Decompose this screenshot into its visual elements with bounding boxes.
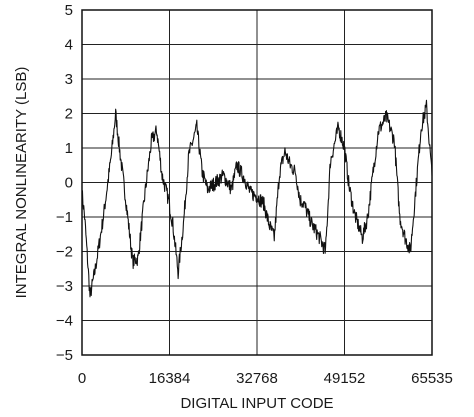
y-tick-label: −2 [56,244,73,261]
y-tick-label: 1 [65,140,73,157]
plot-frame [81,9,433,356]
x-tick-label: 0 [78,370,86,387]
x-tick-label: 16384 [149,370,191,387]
y-tick-label: −4 [56,313,73,330]
y-tick-label: −3 [56,278,73,295]
x-tick-labels: 0 16384 32768 49152 65535 [78,370,453,387]
x-tick-label: 49152 [324,370,366,387]
y-tick-label: 2 [65,106,73,123]
inl-series-line [81,99,433,298]
x-tick-label: 65535 [411,370,453,387]
y-axis-label: INTEGRAL NONLINEARITY (LSB) [13,67,30,299]
y-tick-label: 5 [65,2,73,19]
y-tick-labels: 5 4 3 2 1 0 −1 −2 −3 −4 −5 [56,2,73,364]
chart-grid [81,9,433,356]
y-tick-label: 4 [65,37,73,54]
chart-series [81,99,433,298]
y-tick-label: −1 [56,209,73,226]
y-tick-label: 3 [65,71,73,88]
x-axis-label: DIGITAL INPUT CODE [180,395,333,412]
x-tick-label: 32768 [236,370,278,387]
y-tick-label: 0 [65,175,73,192]
y-tick-label: −5 [56,347,73,364]
